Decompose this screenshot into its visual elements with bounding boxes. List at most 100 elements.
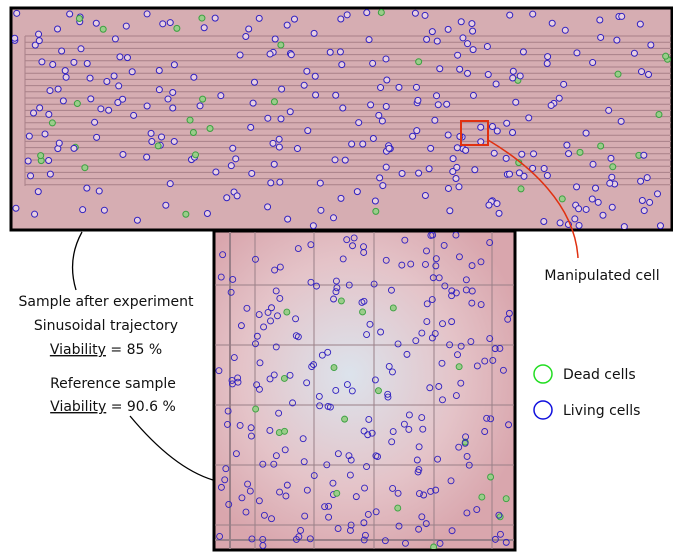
- cell: [47, 171, 53, 177]
- cell: [331, 215, 337, 221]
- cell: [503, 155, 509, 161]
- cell: [598, 34, 604, 40]
- cell: [156, 87, 162, 93]
- cell: [174, 25, 180, 31]
- cell: [479, 494, 485, 500]
- cell: [253, 406, 259, 412]
- cell: [354, 189, 360, 195]
- cell: [576, 206, 582, 212]
- cell: [494, 201, 500, 207]
- cell: [657, 223, 663, 229]
- cell: [450, 169, 456, 175]
- cell: [237, 52, 243, 58]
- cell: [246, 26, 252, 32]
- cell: [429, 29, 435, 35]
- cell: [46, 111, 52, 117]
- cell: [566, 151, 572, 157]
- cell: [360, 141, 366, 147]
- label: Reference sample: [50, 376, 176, 392]
- cell: [646, 71, 652, 77]
- cell: [465, 41, 471, 47]
- cell: [510, 75, 516, 81]
- cell: [606, 107, 612, 113]
- cell: [50, 61, 56, 67]
- cell: [183, 211, 189, 217]
- cell: [251, 79, 257, 85]
- cell: [460, 35, 466, 41]
- cell: [445, 26, 451, 32]
- cell: [504, 120, 510, 126]
- cell: [470, 28, 476, 34]
- cell: [609, 204, 615, 210]
- cell: [159, 134, 165, 140]
- cell: [165, 96, 171, 102]
- pointer-line: [130, 416, 213, 480]
- cell: [641, 152, 647, 158]
- cell: [224, 195, 230, 201]
- cell: [614, 37, 620, 43]
- cell: [360, 309, 366, 315]
- cell: [104, 78, 110, 84]
- cell: [516, 170, 522, 176]
- cell: [163, 202, 169, 208]
- cell: [484, 43, 490, 49]
- cell: [167, 181, 173, 187]
- cell: [144, 103, 150, 109]
- cell: [510, 130, 516, 136]
- cell: [655, 191, 661, 197]
- cell: [284, 309, 290, 315]
- cell: [379, 118, 385, 124]
- cell: [333, 92, 339, 98]
- cell: [76, 15, 82, 21]
- cell: [277, 179, 283, 185]
- cell: [55, 26, 61, 32]
- cell: [416, 170, 422, 176]
- cell: [243, 33, 249, 39]
- cell: [287, 109, 293, 115]
- cell: [124, 55, 130, 61]
- cell: [334, 490, 340, 496]
- legend-swatch: [534, 365, 552, 383]
- cell: [526, 115, 532, 121]
- cell: [212, 15, 218, 21]
- cell: [60, 98, 66, 104]
- cell: [610, 164, 616, 170]
- cell: [93, 20, 99, 26]
- cell: [574, 50, 580, 56]
- cell: [265, 115, 271, 121]
- cell: [469, 21, 475, 27]
- cell: [71, 59, 77, 65]
- cell: [432, 117, 438, 123]
- cell: [590, 60, 596, 66]
- cell: [453, 175, 459, 181]
- cell: [593, 185, 599, 191]
- cell: [190, 130, 196, 136]
- cell: [437, 66, 443, 72]
- cell: [301, 82, 307, 88]
- cell: [383, 164, 389, 170]
- cell: [193, 152, 199, 158]
- cell: [84, 61, 90, 67]
- cell: [564, 142, 570, 148]
- cell: [339, 62, 345, 68]
- cell: [583, 130, 589, 136]
- cell: [36, 31, 42, 37]
- cell: [129, 69, 135, 75]
- cell: [559, 196, 565, 202]
- cell: [144, 154, 150, 160]
- cell: [598, 143, 604, 149]
- cell: [376, 112, 382, 118]
- cell: [454, 145, 460, 151]
- label: Sample after experiment: [19, 294, 194, 310]
- cell: [607, 180, 613, 186]
- cell: [496, 210, 502, 216]
- cell: [548, 102, 554, 108]
- label: Sinusoidal trajectory: [34, 318, 178, 334]
- cell: [373, 208, 379, 214]
- cell: [311, 30, 317, 36]
- cell: [92, 119, 98, 125]
- cell: [545, 54, 551, 60]
- cell: [485, 72, 491, 78]
- cell: [131, 112, 137, 118]
- cell: [207, 125, 213, 131]
